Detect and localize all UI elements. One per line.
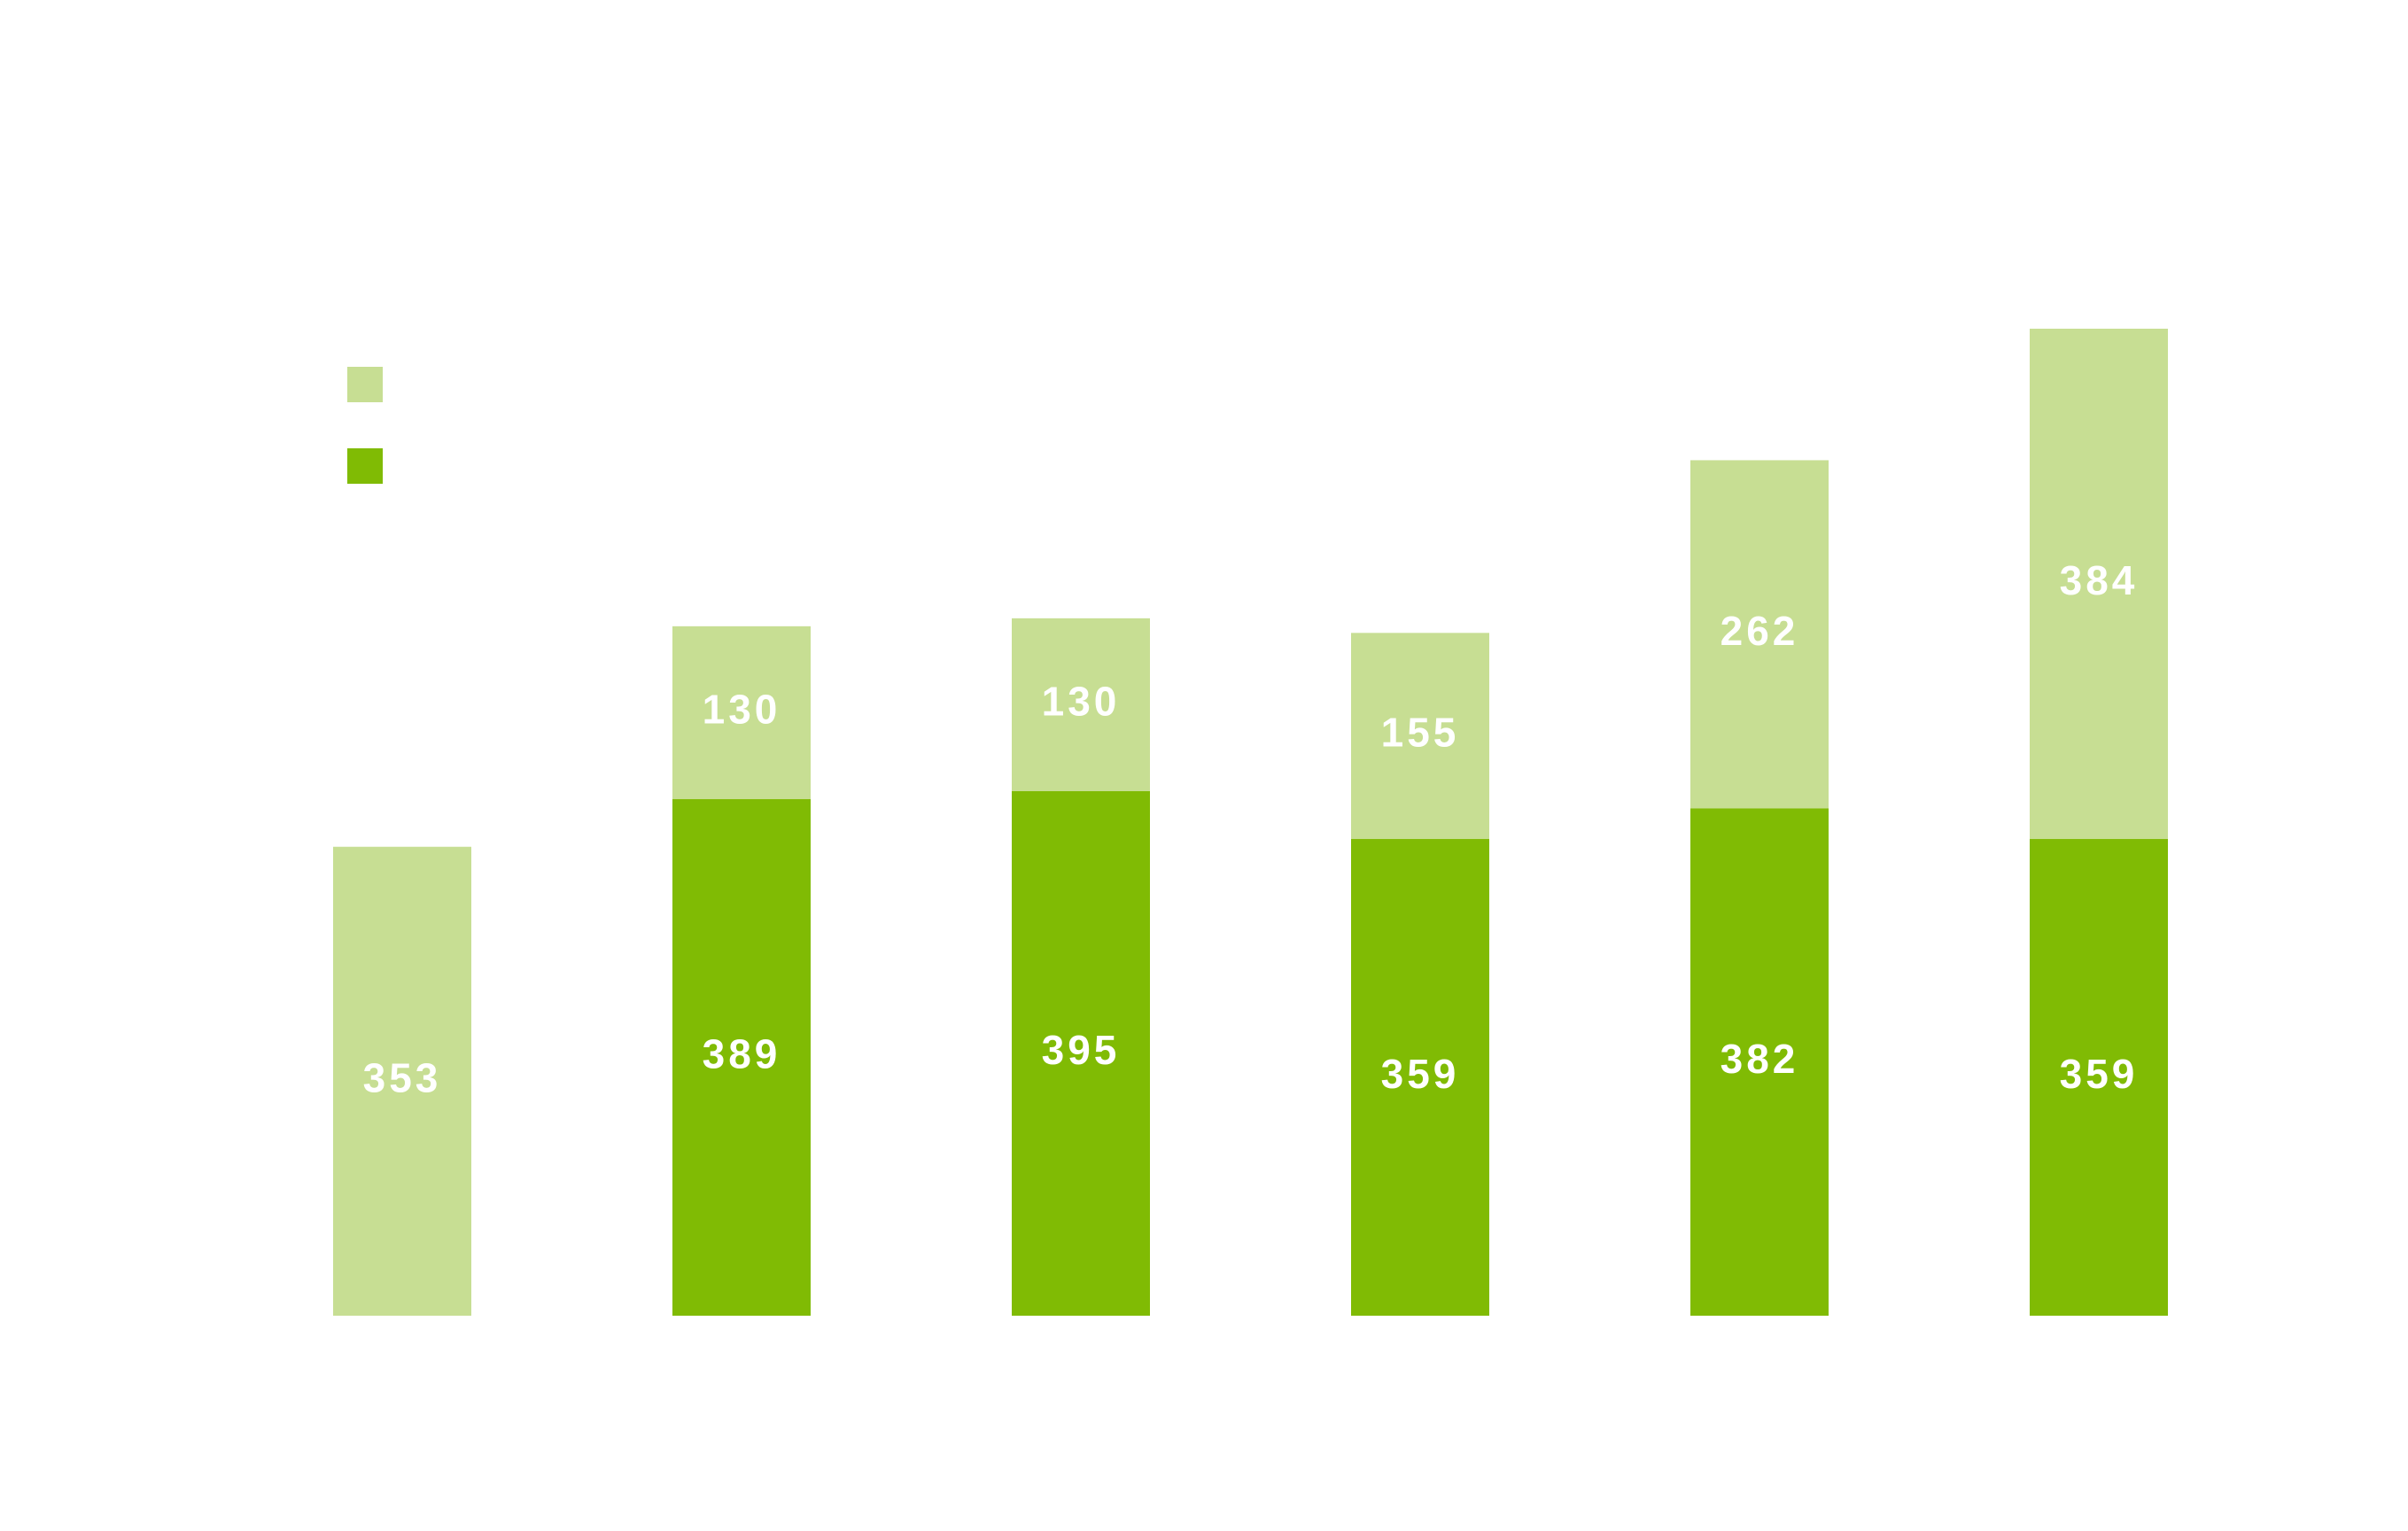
data-label: 359 — [2060, 1051, 2139, 1097]
data-label: 353 — [363, 1055, 442, 1101]
bar-segment — [2030, 838, 2168, 1316]
data-label: 389 — [703, 1031, 781, 1077]
bar-segment — [1690, 460, 1829, 809]
bar-segment — [1012, 790, 1150, 1316]
legend-swatch — [347, 448, 383, 484]
data-label: 130 — [703, 686, 781, 732]
bar-segment — [1351, 838, 1489, 1316]
bar-segment — [672, 626, 811, 799]
bar-segment — [2030, 329, 2168, 839]
data-label: 359 — [1381, 1051, 1460, 1097]
data-label: 384 — [2060, 557, 2139, 603]
bar-segment — [672, 798, 811, 1316]
data-label: 130 — [1042, 678, 1121, 724]
bar-segment — [333, 846, 471, 1316]
data-label: 262 — [1721, 608, 1799, 654]
data-label: 395 — [1042, 1027, 1121, 1073]
bar-segment — [1690, 808, 1829, 1316]
bar-segment — [1012, 618, 1150, 791]
data-label: 382 — [1721, 1036, 1799, 1082]
bar-segment — [1351, 633, 1489, 839]
legend-swatch — [347, 367, 383, 402]
data-label: 155 — [1381, 710, 1460, 756]
